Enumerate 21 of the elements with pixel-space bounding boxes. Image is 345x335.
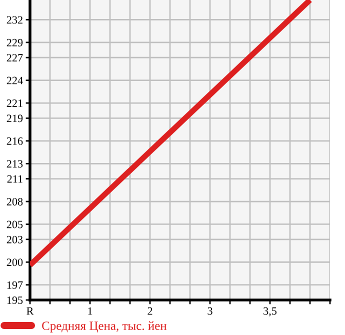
y-tick-label: 200	[6, 258, 23, 266]
y-tick-label: 208	[6, 198, 23, 206]
y-tick-label: 203	[6, 236, 23, 244]
x-tick-label: 3	[208, 307, 212, 315]
y-tick-label: 232	[6, 16, 22, 24]
y-tick-label: 211	[7, 175, 22, 183]
y-tick-label: 205	[6, 220, 23, 228]
y-tick-label: 219	[6, 114, 23, 122]
x-tick-label: R	[26, 307, 34, 315]
x-tick-label: 1	[88, 307, 92, 315]
y-tick-label: 213	[6, 160, 23, 168]
y-tick-label: 216	[6, 137, 23, 145]
y-tick-label: 197	[7, 281, 23, 289]
y-tick-label: 227	[6, 54, 23, 62]
y-tick-label: 229	[6, 38, 23, 46]
legend-label: Средняя Цена, тыс. йен	[42, 321, 167, 333]
y-tick-label: 224	[6, 76, 23, 84]
x-tick-label: 2	[148, 307, 152, 315]
x-tick-label: 3,5	[264, 307, 277, 316]
y-tick-label: 195	[7, 296, 23, 304]
y-tick-label: 221	[6, 100, 22, 107]
